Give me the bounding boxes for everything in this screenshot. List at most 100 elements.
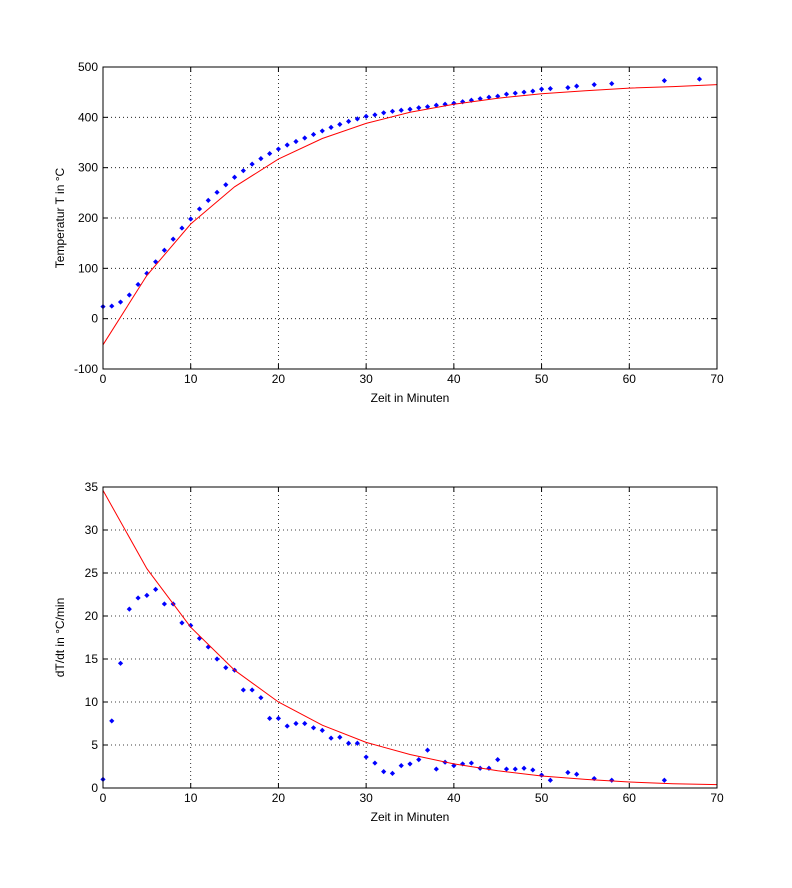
data-point	[381, 110, 387, 116]
data-point	[389, 108, 396, 114]
data-point	[310, 131, 317, 138]
data-point	[196, 206, 203, 212]
data-point	[574, 771, 580, 777]
data-point	[486, 94, 492, 100]
data-point	[249, 687, 255, 693]
data-point	[486, 765, 492, 771]
y-tick-label: 30	[85, 523, 99, 537]
data-point	[538, 86, 545, 92]
data-point	[661, 77, 667, 84]
data-point	[293, 720, 299, 727]
data-point	[328, 735, 334, 741]
data-point	[363, 113, 369, 119]
x-tick-label: 40	[447, 791, 461, 805]
data-point	[144, 270, 150, 276]
x-tick-label: 60	[623, 791, 637, 805]
y-tick-label: 100	[78, 261, 98, 275]
data-point	[354, 740, 360, 746]
x-tick-label: 50	[535, 372, 549, 386]
data-point	[293, 138, 299, 145]
data-point	[521, 765, 527, 771]
data-point	[372, 112, 378, 118]
data-point	[302, 720, 308, 727]
data-point	[126, 606, 132, 612]
data-point	[460, 761, 466, 767]
data-point	[117, 299, 124, 305]
data-point	[398, 107, 404, 113]
y-tick-label: 300	[78, 161, 98, 175]
data-point	[416, 757, 422, 763]
data-point	[109, 718, 115, 724]
data-point	[117, 660, 124, 666]
x-tick-label: 70	[710, 791, 724, 805]
data-point	[468, 760, 474, 766]
y-axis-label: dT/dt in °C/min	[53, 598, 67, 678]
y-tick-label: 400	[78, 110, 98, 124]
data-point	[389, 770, 396, 776]
data-point	[424, 104, 431, 110]
data-point	[170, 236, 176, 242]
data-point	[223, 665, 229, 671]
data-point	[214, 656, 220, 662]
data-point	[188, 622, 194, 629]
data-point	[565, 769, 571, 776]
data-point	[547, 86, 553, 92]
plot-area	[103, 67, 717, 369]
data-point	[337, 121, 343, 127]
data-point	[240, 168, 246, 174]
y-tick-label: 5	[91, 738, 98, 752]
data-point	[346, 740, 352, 746]
data-point	[661, 777, 667, 783]
y-tick-label: 0	[91, 312, 98, 326]
y-axis-label: Temperatur T in °C	[53, 167, 67, 268]
fit-curve	[102, 490, 718, 786]
data-point	[179, 225, 185, 231]
plot-area	[103, 487, 717, 788]
data-point	[284, 723, 290, 729]
x-axis-label: Zeit in Minuten	[371, 810, 450, 824]
data-point	[284, 142, 290, 148]
data-point	[460, 99, 466, 105]
x-axis-label: Zeit in Minuten	[371, 391, 450, 405]
data-point	[495, 93, 501, 99]
data-point	[530, 88, 536, 94]
data-point	[231, 174, 238, 180]
x-tick-label: 30	[359, 791, 373, 805]
x-tick-label: 70	[710, 372, 724, 386]
x-tick-label: 30	[359, 372, 373, 386]
data-point	[407, 106, 413, 112]
x-tick-label: 0	[100, 791, 107, 805]
data-point	[153, 586, 159, 592]
y-tick-label: 500	[78, 60, 98, 74]
data-point	[363, 754, 369, 760]
data-point	[512, 766, 518, 772]
data-point	[451, 100, 457, 106]
data-point	[609, 81, 615, 87]
data-point	[328, 124, 334, 130]
data-point	[188, 216, 194, 222]
data-point	[267, 715, 273, 721]
data-point	[696, 76, 703, 82]
data-point	[381, 769, 387, 775]
y-tick-label: 25	[85, 566, 99, 580]
data-point	[538, 772, 545, 778]
data-point	[153, 259, 159, 265]
data-point	[521, 89, 527, 95]
data-point	[258, 695, 264, 701]
y-tick-label: 10	[85, 695, 99, 709]
data-point	[512, 90, 518, 96]
data-point	[565, 85, 571, 91]
data-point	[530, 767, 536, 773]
x-tick-label: 20	[272, 372, 286, 386]
data-point	[354, 116, 360, 122]
y-tick-label: 35	[85, 480, 99, 494]
data-point	[205, 644, 211, 650]
y-tick-label: 20	[85, 609, 99, 623]
data-point	[398, 763, 404, 769]
data-point	[135, 595, 141, 601]
data-point	[275, 146, 282, 152]
data-point	[214, 189, 220, 195]
data-point	[503, 766, 510, 772]
y-tick-label: 200	[78, 211, 98, 225]
